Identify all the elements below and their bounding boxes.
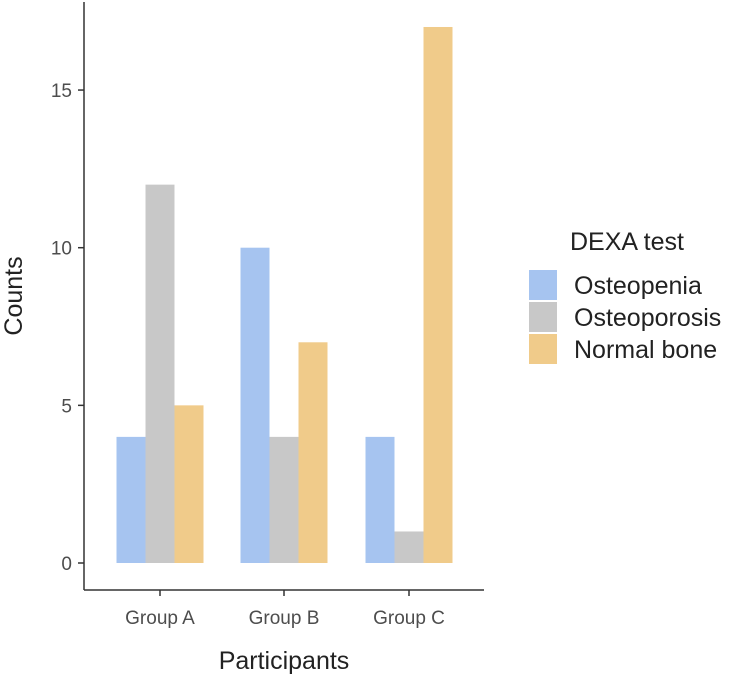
bar-osteoporosis-group-c bbox=[394, 531, 424, 563]
y-tick-label: 15 bbox=[51, 81, 72, 102]
legend-key-normal-bone bbox=[529, 334, 557, 364]
y-axis-ticks: 0 5 10 15 bbox=[51, 81, 84, 575]
y-tick-label: 5 bbox=[61, 396, 72, 417]
legend: DEXA test Osteopenia Osteoporosis Normal b… bbox=[529, 228, 721, 364]
legend-key-osteopenia bbox=[529, 270, 557, 300]
x-tick-label: Group C bbox=[373, 608, 445, 629]
bar-osteopenia-group-c bbox=[365, 436, 395, 563]
bar-osteopenia-group-a bbox=[116, 436, 146, 563]
bar-osteoporosis-group-a bbox=[145, 184, 175, 563]
legend-label: Osteopenia bbox=[574, 272, 702, 300]
legend-label: Osteoporosis bbox=[574, 304, 721, 332]
bar-normal-bone-group-a bbox=[174, 405, 204, 563]
x-axis-title: Participants bbox=[219, 647, 350, 675]
x-axis-ticks: Group A Group B Group C bbox=[125, 590, 445, 629]
y-axis-title: Counts bbox=[0, 256, 28, 335]
y-tick-label: 10 bbox=[51, 239, 72, 260]
legend-key-osteoporosis bbox=[529, 302, 557, 332]
legend-label: Normal bone bbox=[574, 336, 717, 364]
y-tick-label: 0 bbox=[61, 554, 72, 575]
x-tick-label: Group A bbox=[125, 608, 195, 629]
bar-osteopenia-group-b bbox=[240, 247, 270, 563]
x-tick-label: Group B bbox=[249, 608, 320, 629]
bar-normal-bone-group-c bbox=[423, 26, 453, 564]
bar-normal-bone-group-b bbox=[298, 342, 328, 563]
legend-title: DEXA test bbox=[570, 228, 684, 256]
bars-layer bbox=[116, 26, 453, 564]
bar-osteoporosis-group-b bbox=[269, 436, 299, 563]
